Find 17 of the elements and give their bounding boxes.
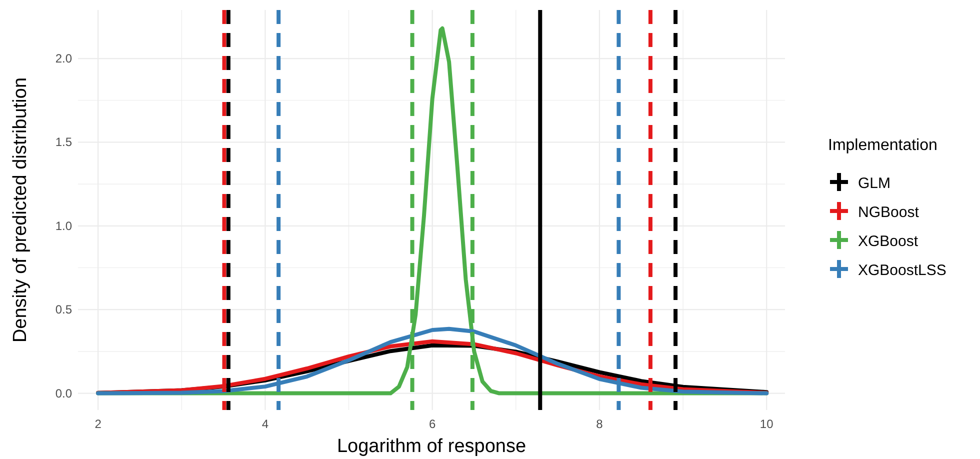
legend-title: Implementation [828, 137, 938, 154]
legend-label: XGBoostLSS [858, 262, 946, 279]
y-tick-label: 0.5 [55, 302, 72, 317]
legend-label: GLM [858, 175, 891, 192]
x-tick-label: 6 [428, 417, 436, 431]
legend-label: XGBoost [858, 233, 919, 250]
y-tick-label: 0.0 [55, 386, 72, 400]
x-axis-title: Logarithm of response [336, 436, 526, 457]
legend-label: NGBoost [858, 204, 920, 221]
y-tick-label: 1.0 [55, 218, 72, 233]
y-tick-label: 1.5 [55, 135, 72, 150]
x-tick-label: 8 [596, 417, 604, 431]
y-axis-title: Density of predicted distribution [10, 77, 31, 343]
y-tick-label: 2.0 [55, 52, 72, 66]
x-tick-label: 2 [94, 417, 102, 431]
x-tick-label: 10 [760, 417, 774, 431]
x-tick-label: 4 [262, 417, 269, 431]
